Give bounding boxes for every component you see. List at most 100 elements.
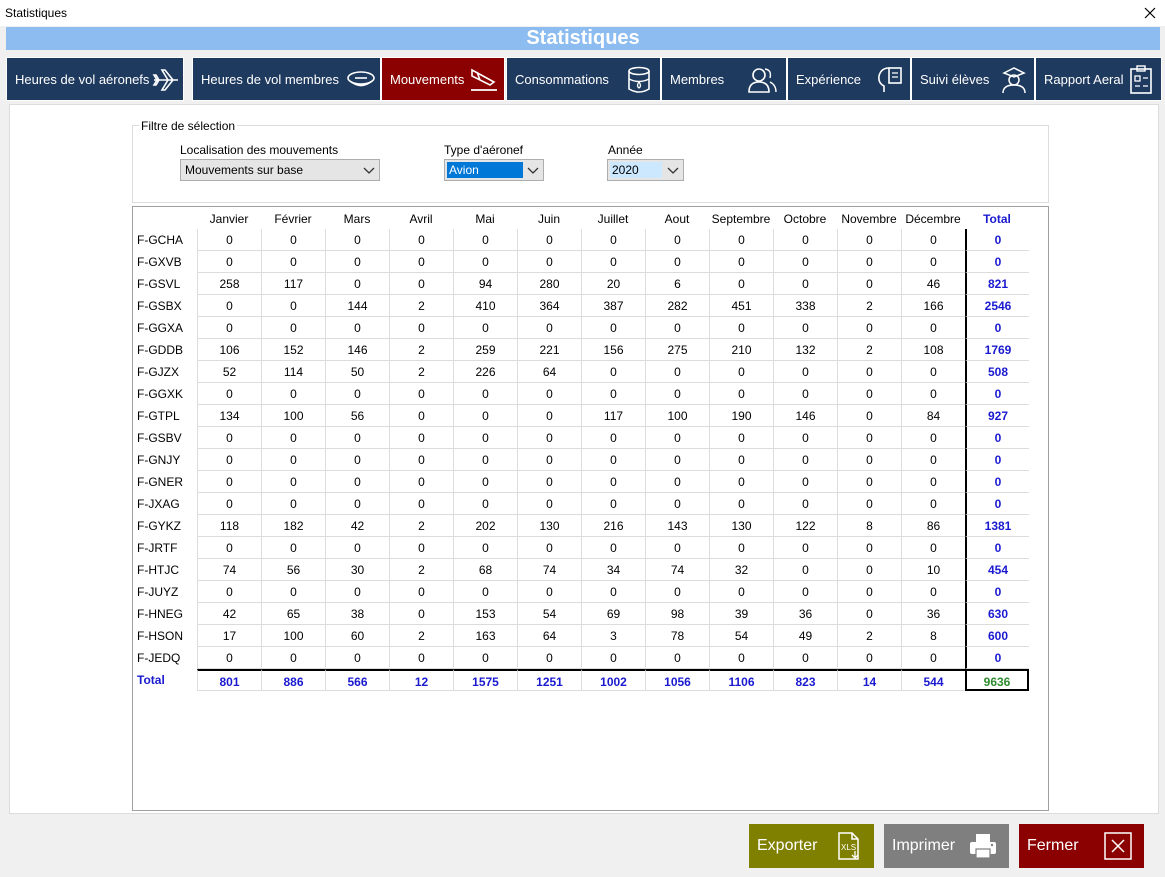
table-cell: 0 xyxy=(197,427,261,449)
table-cell: 0 xyxy=(453,537,517,559)
table-cell: 275 xyxy=(645,339,709,361)
table-cell: 190 xyxy=(709,405,773,427)
tab-heures-vol-aeronefs[interactable]: Heures de vol aéronefs xyxy=(6,57,184,101)
table-cell: 143 xyxy=(645,515,709,537)
tab-experience[interactable]: Expérience xyxy=(787,57,911,101)
table-cell: 0 xyxy=(197,295,261,317)
column-header: Octobre xyxy=(783,212,827,226)
table-cell: 0 xyxy=(453,383,517,405)
row-total-cell: 0 xyxy=(965,537,1029,559)
table-cell: 0 xyxy=(261,251,325,273)
table-cell: 0 xyxy=(645,537,709,559)
row-label: F-JXAG xyxy=(137,497,180,511)
location-select[interactable]: Mouvements sur base xyxy=(180,159,380,181)
year-select[interactable]: 2020 xyxy=(607,159,684,181)
table-cell: 0 xyxy=(261,647,325,669)
table-cell: 0 xyxy=(709,229,773,251)
column-header: Mai xyxy=(475,212,495,226)
table-cell: 30 xyxy=(325,559,389,581)
row-label: F-JUYZ xyxy=(137,585,179,599)
row-total-cell: 2546 xyxy=(965,295,1029,317)
table-cell: 0 xyxy=(517,427,581,449)
svg-text:XLS: XLS xyxy=(841,843,856,852)
column-total-cell: 1575 xyxy=(453,669,517,691)
table-cell: 0 xyxy=(709,273,773,295)
tab-suivi-eleves[interactable]: Suivi élèves xyxy=(911,57,1035,101)
table-cell: 0 xyxy=(261,493,325,515)
table-cell: 259 xyxy=(453,339,517,361)
table-cell: 0 xyxy=(261,317,325,339)
table-cell: 0 xyxy=(773,493,837,515)
table-cell: 0 xyxy=(389,471,453,493)
table-cell: 0 xyxy=(773,229,837,251)
tab-heures-vol-membres[interactable]: Heures de vol membres xyxy=(192,57,381,101)
table-cell: 221 xyxy=(517,339,581,361)
table-cell: 0 xyxy=(581,427,645,449)
aircraft-type-select[interactable]: Avion xyxy=(444,159,544,181)
table-cell: 36 xyxy=(773,603,837,625)
table-cell: 0 xyxy=(645,581,709,603)
column-header: Mars xyxy=(343,212,371,226)
table-cell: 114 xyxy=(261,361,325,383)
table-cell: 74 xyxy=(645,559,709,581)
plane-landing-icon xyxy=(471,68,497,91)
table-cell: 0 xyxy=(645,493,709,515)
table-cell: 0 xyxy=(901,229,965,251)
table-cell: 100 xyxy=(645,405,709,427)
tab-consommations[interactable]: Consommations xyxy=(506,57,661,101)
row-total-cell: 821 xyxy=(965,273,1029,295)
row-label: F-GDDB xyxy=(137,343,183,357)
table-cell: 46 xyxy=(901,273,965,295)
table-cell: 0 xyxy=(709,251,773,273)
table-cell: 65 xyxy=(261,603,325,625)
close-icon xyxy=(1144,7,1156,19)
table-cell: 0 xyxy=(645,647,709,669)
table-cell: 0 xyxy=(325,647,389,669)
table-cell: 6 xyxy=(645,273,709,295)
table-cell: 2 xyxy=(837,339,901,361)
row-label: F-GCHA xyxy=(137,233,183,247)
table-cell: 0 xyxy=(453,229,517,251)
row-label: F-HTJC xyxy=(137,563,179,577)
table-cell: 64 xyxy=(517,361,581,383)
table-cell: 0 xyxy=(837,559,901,581)
row-total-cell: 0 xyxy=(965,383,1029,405)
aircraft-type-value: Avion xyxy=(447,162,523,178)
table-cell: 0 xyxy=(517,647,581,669)
table-cell: 50 xyxy=(325,361,389,383)
table-cell: 49 xyxy=(773,625,837,647)
table-cell: 0 xyxy=(325,427,389,449)
table-cell: 0 xyxy=(261,295,325,317)
table-cell: 0 xyxy=(325,273,389,295)
table-cell: 52 xyxy=(197,361,261,383)
table-cell: 0 xyxy=(197,493,261,515)
tab-mouvements[interactable]: Mouvements xyxy=(381,57,505,101)
tab-membres[interactable]: Membres xyxy=(661,57,787,101)
close-button[interactable]: Fermer xyxy=(1019,824,1144,868)
table-cell: 0 xyxy=(901,471,965,493)
table-cell: 0 xyxy=(325,251,389,273)
table-cell: 0 xyxy=(197,449,261,471)
export-button[interactable]: Exporter XLS xyxy=(749,824,874,868)
table-cell: 3 xyxy=(581,625,645,647)
column-header: Septembre xyxy=(711,212,771,226)
filter-groupbox xyxy=(132,125,1049,203)
table-cell: 2 xyxy=(837,295,901,317)
table-cell: 0 xyxy=(197,647,261,669)
tab-rapport-aeral[interactable]: Rapport Aeral xyxy=(1035,57,1162,101)
table-cell: 42 xyxy=(197,603,261,625)
table-cell: 0 xyxy=(325,493,389,515)
table-cell: 0 xyxy=(389,427,453,449)
table-cell: 0 xyxy=(389,493,453,515)
table-cell: 78 xyxy=(645,625,709,647)
table-cell: 0 xyxy=(709,317,773,339)
window-title: Statistiques xyxy=(5,6,68,20)
table-cell: 0 xyxy=(773,537,837,559)
table-cell: 0 xyxy=(517,537,581,559)
table-cell: 117 xyxy=(261,273,325,295)
row-label: F-GGXA xyxy=(137,321,184,335)
print-button[interactable]: Imprimer xyxy=(884,824,1009,868)
table-cell: 2 xyxy=(389,515,453,537)
window-close-button[interactable] xyxy=(1135,0,1165,26)
table-cell: 146 xyxy=(325,339,389,361)
